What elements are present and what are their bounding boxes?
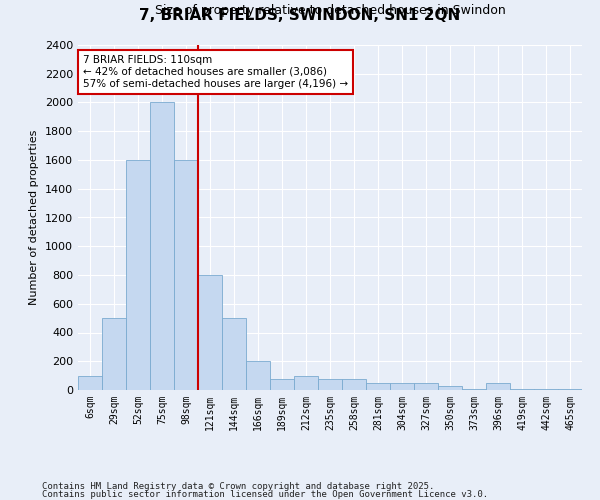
Bar <box>270 379 294 390</box>
Text: 7, BRIAR FIELDS, SWINDON, SN1 2QN: 7, BRIAR FIELDS, SWINDON, SN1 2QN <box>139 8 461 22</box>
Bar <box>294 376 318 390</box>
Bar <box>366 383 390 390</box>
Bar <box>174 160 198 390</box>
Bar <box>102 318 126 390</box>
Bar <box>462 388 486 390</box>
Bar <box>510 388 534 390</box>
Bar <box>438 386 462 390</box>
Bar <box>198 275 222 390</box>
Bar <box>222 318 246 390</box>
Text: Contains HM Land Registry data © Crown copyright and database right 2025.: Contains HM Land Registry data © Crown c… <box>42 482 434 491</box>
Bar <box>318 379 342 390</box>
Text: Contains public sector information licensed under the Open Government Licence v3: Contains public sector information licen… <box>42 490 488 499</box>
Bar <box>414 383 438 390</box>
Title: Size of property relative to detached houses in Swindon: Size of property relative to detached ho… <box>155 4 505 18</box>
Text: 7 BRIAR FIELDS: 110sqm
← 42% of detached houses are smaller (3,086)
57% of semi-: 7 BRIAR FIELDS: 110sqm ← 42% of detached… <box>83 56 348 88</box>
Bar <box>150 102 174 390</box>
Y-axis label: Number of detached properties: Number of detached properties <box>29 130 40 305</box>
Bar <box>246 361 270 390</box>
Bar <box>486 383 510 390</box>
Bar <box>342 379 366 390</box>
Bar <box>78 376 102 390</box>
Bar <box>126 160 150 390</box>
Bar <box>390 383 414 390</box>
